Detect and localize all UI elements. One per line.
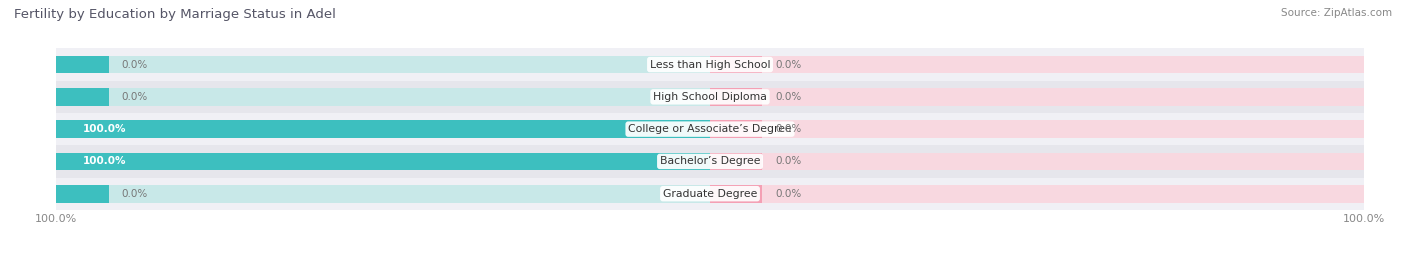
Bar — [710, 153, 762, 170]
Text: Less than High School: Less than High School — [650, 59, 770, 70]
Text: College or Associate’s Degree: College or Associate’s Degree — [628, 124, 792, 134]
Bar — [56, 185, 108, 203]
Bar — [56, 153, 710, 170]
Bar — [56, 88, 710, 106]
Bar — [56, 56, 108, 73]
Bar — [56, 88, 108, 106]
Bar — [710, 185, 762, 203]
Bar — [56, 56, 710, 73]
Bar — [56, 120, 710, 138]
Text: 0.0%: 0.0% — [122, 92, 148, 102]
Bar — [710, 120, 1364, 138]
Bar — [56, 178, 1364, 210]
Bar — [56, 120, 710, 138]
Text: 100.0%: 100.0% — [83, 124, 127, 134]
Bar — [710, 56, 1364, 73]
Bar — [56, 113, 1364, 145]
Text: High School Diploma: High School Diploma — [654, 92, 766, 102]
Bar — [56, 185, 710, 203]
Bar — [710, 185, 1364, 203]
Text: Source: ZipAtlas.com: Source: ZipAtlas.com — [1281, 8, 1392, 18]
Bar — [56, 145, 1364, 178]
Text: 0.0%: 0.0% — [776, 189, 801, 199]
Text: Bachelor’s Degree: Bachelor’s Degree — [659, 156, 761, 167]
Text: 0.0%: 0.0% — [776, 59, 801, 70]
Bar — [710, 120, 762, 138]
Bar — [710, 88, 1364, 106]
Text: 0.0%: 0.0% — [122, 59, 148, 70]
Bar — [710, 88, 762, 106]
Text: 100.0%: 100.0% — [83, 156, 127, 167]
Legend: Married, Unmarried: Married, Unmarried — [626, 266, 794, 269]
Text: 0.0%: 0.0% — [776, 156, 801, 167]
Text: 0.0%: 0.0% — [776, 124, 801, 134]
Bar — [56, 48, 1364, 81]
Bar — [710, 153, 1364, 170]
Text: Graduate Degree: Graduate Degree — [662, 189, 758, 199]
Bar — [710, 56, 762, 73]
Text: 0.0%: 0.0% — [776, 92, 801, 102]
Text: Fertility by Education by Marriage Status in Adel: Fertility by Education by Marriage Statu… — [14, 8, 336, 21]
Bar — [56, 81, 1364, 113]
Bar — [56, 153, 710, 170]
Text: 0.0%: 0.0% — [122, 189, 148, 199]
